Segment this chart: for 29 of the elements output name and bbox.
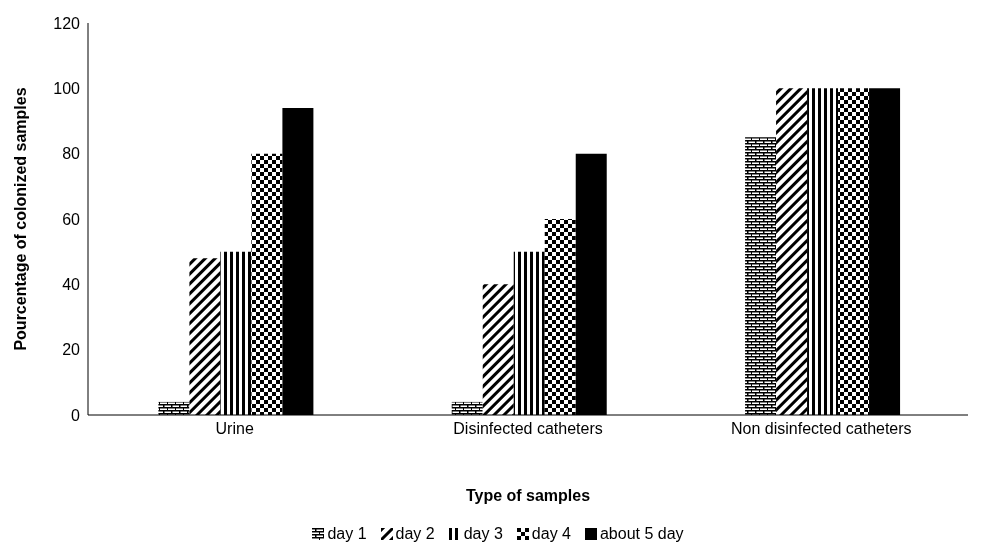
- bar: [745, 137, 777, 415]
- legend-label: day 3: [463, 525, 503, 543]
- bar: [158, 401, 190, 415]
- bar: [807, 88, 839, 415]
- x-axis-title: Type of samples: [465, 487, 591, 505]
- x-tick-label: Disinfected catheters: [453, 420, 603, 438]
- y-tick-label: 40: [62, 276, 81, 294]
- x-tick-label: Non disinfected catheters: [731, 420, 912, 438]
- y-tick-label: 80: [62, 145, 81, 163]
- bar: [544, 219, 576, 415]
- y-tick-label: 120: [53, 14, 81, 32]
- bar: [451, 401, 483, 415]
- y-tick-label: 100: [53, 80, 81, 98]
- y-tick-label: 20: [62, 341, 81, 359]
- y-tick-label: 60: [62, 210, 81, 228]
- y-axis-title: Pourcentage of colonized samples: [11, 87, 29, 351]
- legend-label: about 5 day: [599, 525, 684, 543]
- legend-label: day 2: [395, 525, 435, 543]
- bar: [189, 258, 221, 415]
- bar: [513, 251, 545, 415]
- bar: [482, 284, 514, 415]
- x-tick-label: Urine: [215, 420, 254, 438]
- y-tick-label: 0: [71, 406, 81, 424]
- legend-label: day 4: [531, 525, 571, 543]
- bar: [838, 88, 870, 415]
- bar: [220, 251, 252, 415]
- bar: [251, 153, 283, 415]
- bar: [776, 88, 808, 415]
- legend-label: day 1: [327, 525, 367, 543]
